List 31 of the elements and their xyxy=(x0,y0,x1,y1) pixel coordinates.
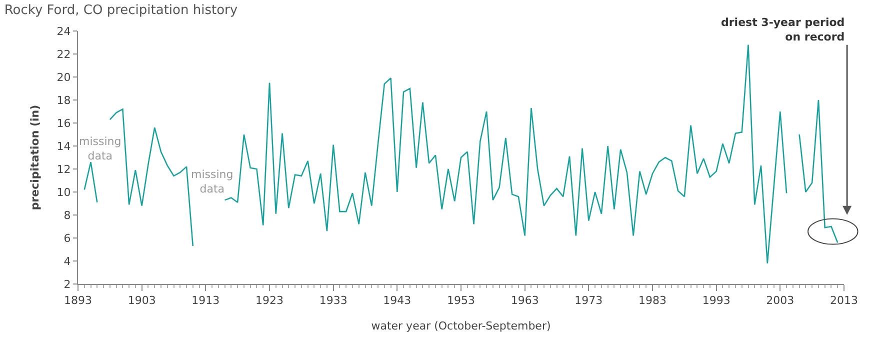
x-tick-label: 1953 xyxy=(447,294,475,308)
y-tick-label: 6 xyxy=(64,232,71,245)
x-tick-label: 1923 xyxy=(256,294,284,308)
x-tick-label: 1963 xyxy=(510,294,539,308)
x-tick-label: 1943 xyxy=(383,294,412,308)
chart-title: Rocky Ford, CO precipitation history xyxy=(4,3,238,18)
y-tick-label: 18 xyxy=(56,94,71,107)
y-tick-label: 8 xyxy=(64,208,71,222)
y-tick-label: 10 xyxy=(56,186,71,199)
annotation: missing data xyxy=(191,168,234,196)
x-tick-label: 1973 xyxy=(574,294,603,308)
annotation: driest 3-year period on record xyxy=(721,16,845,44)
y-tick-label: 16 xyxy=(56,116,71,130)
y-tick-label: 20 xyxy=(56,70,71,84)
x-tick-label: 1903 xyxy=(128,294,156,308)
y-tick-label: 4 xyxy=(64,254,71,268)
y-axis-title: precipitation (in) xyxy=(28,104,42,210)
y-tick-label: 2 xyxy=(64,278,71,291)
y-tick-label: 14 xyxy=(56,140,71,153)
y-tick-label: 24 xyxy=(56,24,71,38)
annotation: missing data xyxy=(79,135,122,162)
y-tick-label: 22 xyxy=(56,48,71,61)
x-tick-label: 1993 xyxy=(702,294,730,308)
x-tick-label: 2003 xyxy=(766,294,794,308)
y-tick-label: 12 xyxy=(56,162,71,176)
x-tick-label: 1933 xyxy=(319,294,348,308)
x-tick-label: 1913 xyxy=(192,294,220,308)
x-tick-label: 1893 xyxy=(64,294,92,308)
x-tick-label: 2013 xyxy=(830,294,858,308)
x-tick-label: 1983 xyxy=(638,294,666,308)
x-axis-title: water year (October-September) xyxy=(371,319,551,332)
